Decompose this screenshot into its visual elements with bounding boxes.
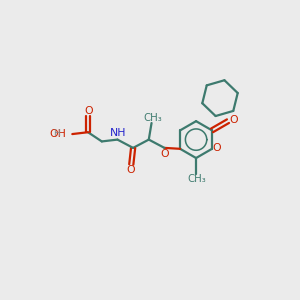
Text: CH₃: CH₃ <box>144 113 162 123</box>
Text: O: O <box>160 148 169 158</box>
Text: NH: NH <box>110 128 126 138</box>
Text: OH: OH <box>49 129 66 139</box>
Text: O: O <box>212 143 220 153</box>
Text: O: O <box>84 106 93 116</box>
Text: CH₃: CH₃ <box>187 174 206 184</box>
Text: H: H <box>53 129 60 138</box>
Text: O: O <box>229 115 238 125</box>
Text: O: O <box>126 164 135 175</box>
